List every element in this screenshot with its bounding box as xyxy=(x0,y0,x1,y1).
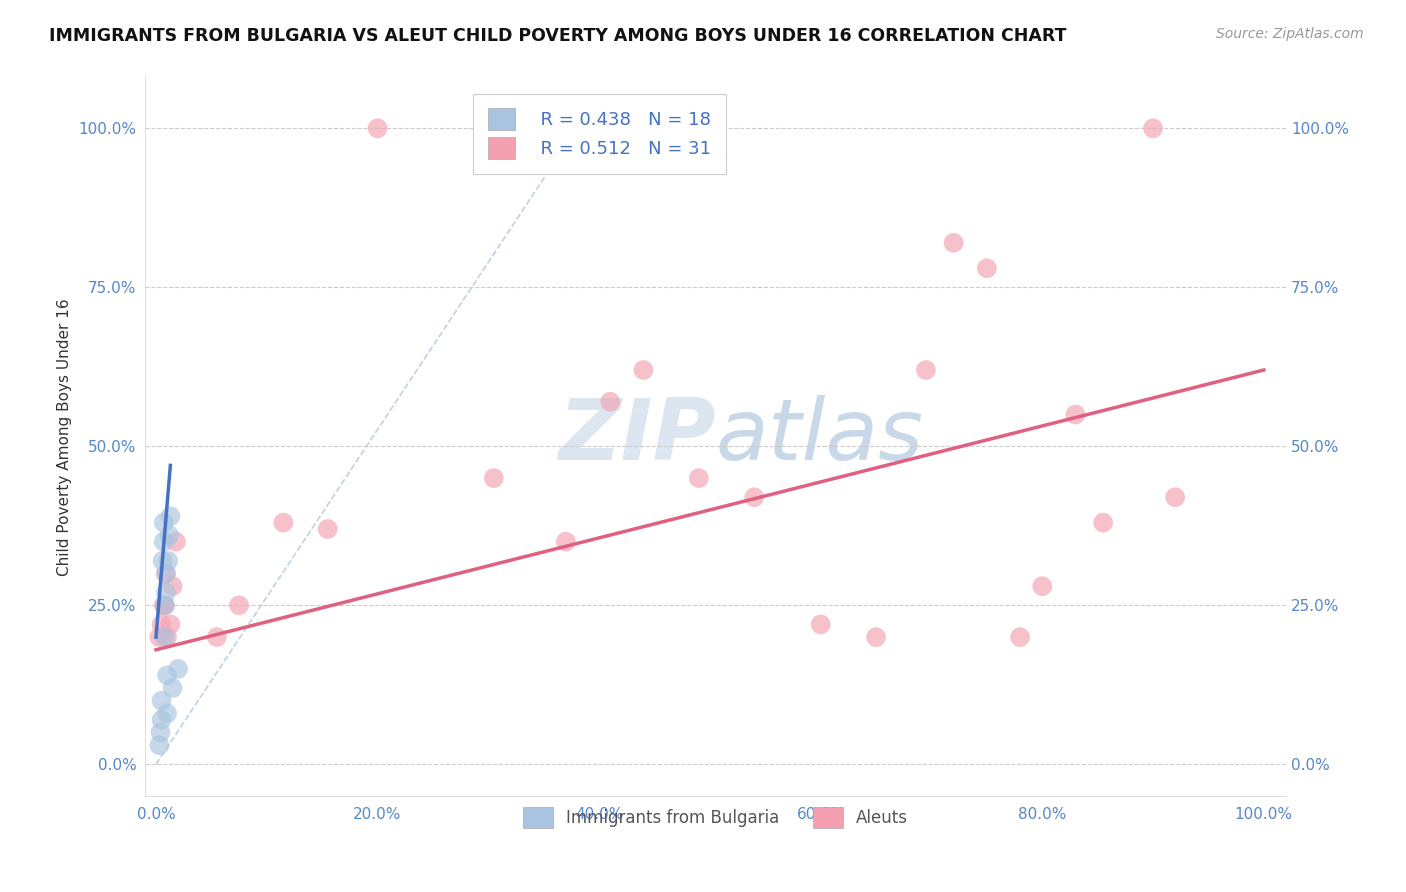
Point xyxy=(152,534,174,549)
Point xyxy=(157,528,180,542)
Point xyxy=(153,630,176,644)
Text: atlas: atlas xyxy=(716,395,924,478)
Point xyxy=(1064,408,1087,422)
Point xyxy=(976,261,998,276)
Point xyxy=(159,509,181,524)
Point xyxy=(482,471,505,485)
Point xyxy=(367,121,389,136)
Point xyxy=(155,585,177,599)
Point xyxy=(153,599,176,613)
Point xyxy=(633,363,655,377)
Point xyxy=(165,534,187,549)
Point xyxy=(157,554,180,568)
Point xyxy=(153,599,176,613)
Point xyxy=(915,363,938,377)
Point xyxy=(167,662,190,676)
Point xyxy=(865,630,887,644)
Point xyxy=(1092,516,1115,530)
Point xyxy=(273,516,295,530)
Point xyxy=(1164,490,1187,504)
Text: Source: ZipAtlas.com: Source: ZipAtlas.com xyxy=(1216,27,1364,41)
Point xyxy=(205,630,228,644)
Point xyxy=(148,630,170,644)
Legend: Immigrants from Bulgaria, Aleuts: Immigrants from Bulgaria, Aleuts xyxy=(516,801,915,835)
Point xyxy=(156,706,179,721)
Point xyxy=(1010,630,1032,644)
Point xyxy=(149,725,172,739)
Point xyxy=(159,617,181,632)
Point xyxy=(150,694,173,708)
Text: IMMIGRANTS FROM BULGARIA VS ALEUT CHILD POVERTY AMONG BOYS UNDER 16 CORRELATION : IMMIGRANTS FROM BULGARIA VS ALEUT CHILD … xyxy=(49,27,1067,45)
Point xyxy=(810,617,832,632)
Point xyxy=(228,599,250,613)
Point xyxy=(152,599,174,613)
Point xyxy=(316,522,339,536)
Point xyxy=(688,471,710,485)
Point xyxy=(162,681,184,695)
Point xyxy=(742,490,765,504)
Point xyxy=(599,394,621,409)
Text: ZIP: ZIP xyxy=(558,395,716,478)
Point xyxy=(156,668,179,682)
Point xyxy=(150,617,173,632)
Point xyxy=(554,534,576,549)
Point xyxy=(150,713,173,727)
Point xyxy=(155,566,177,581)
Point xyxy=(148,738,170,752)
Point xyxy=(152,516,174,530)
Point xyxy=(152,554,174,568)
Y-axis label: Child Poverty Among Boys Under 16: Child Poverty Among Boys Under 16 xyxy=(58,298,72,575)
Point xyxy=(162,579,184,593)
Point xyxy=(155,566,177,581)
Point xyxy=(1031,579,1053,593)
Point xyxy=(1142,121,1164,136)
Point xyxy=(942,235,965,250)
Point xyxy=(156,630,179,644)
